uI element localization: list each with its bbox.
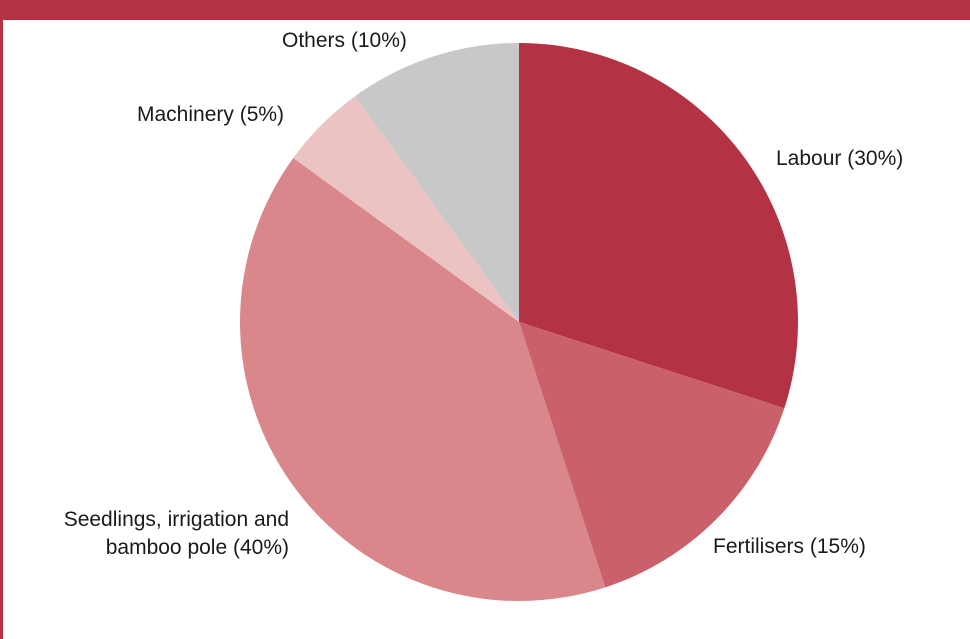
slice-machinery	[293, 96, 519, 322]
slice-labour	[519, 43, 798, 409]
slice-fertilisers	[519, 322, 785, 588]
slice-label-others: Others (10%)	[282, 29, 407, 52]
slice-others	[355, 43, 519, 322]
top-accent-bar	[0, 0, 970, 20]
slice-label-fertilisers: Fertilisers (15%)	[713, 535, 866, 558]
slice-label-seedlings: Seedlings, irrigation and bamboo pole (4…	[63, 508, 289, 559]
slice-label-labour: Labour (30%)	[776, 147, 904, 170]
slice-seedlings	[239, 158, 606, 601]
slice-label-machinery: Machinery (5%)	[137, 103, 285, 126]
